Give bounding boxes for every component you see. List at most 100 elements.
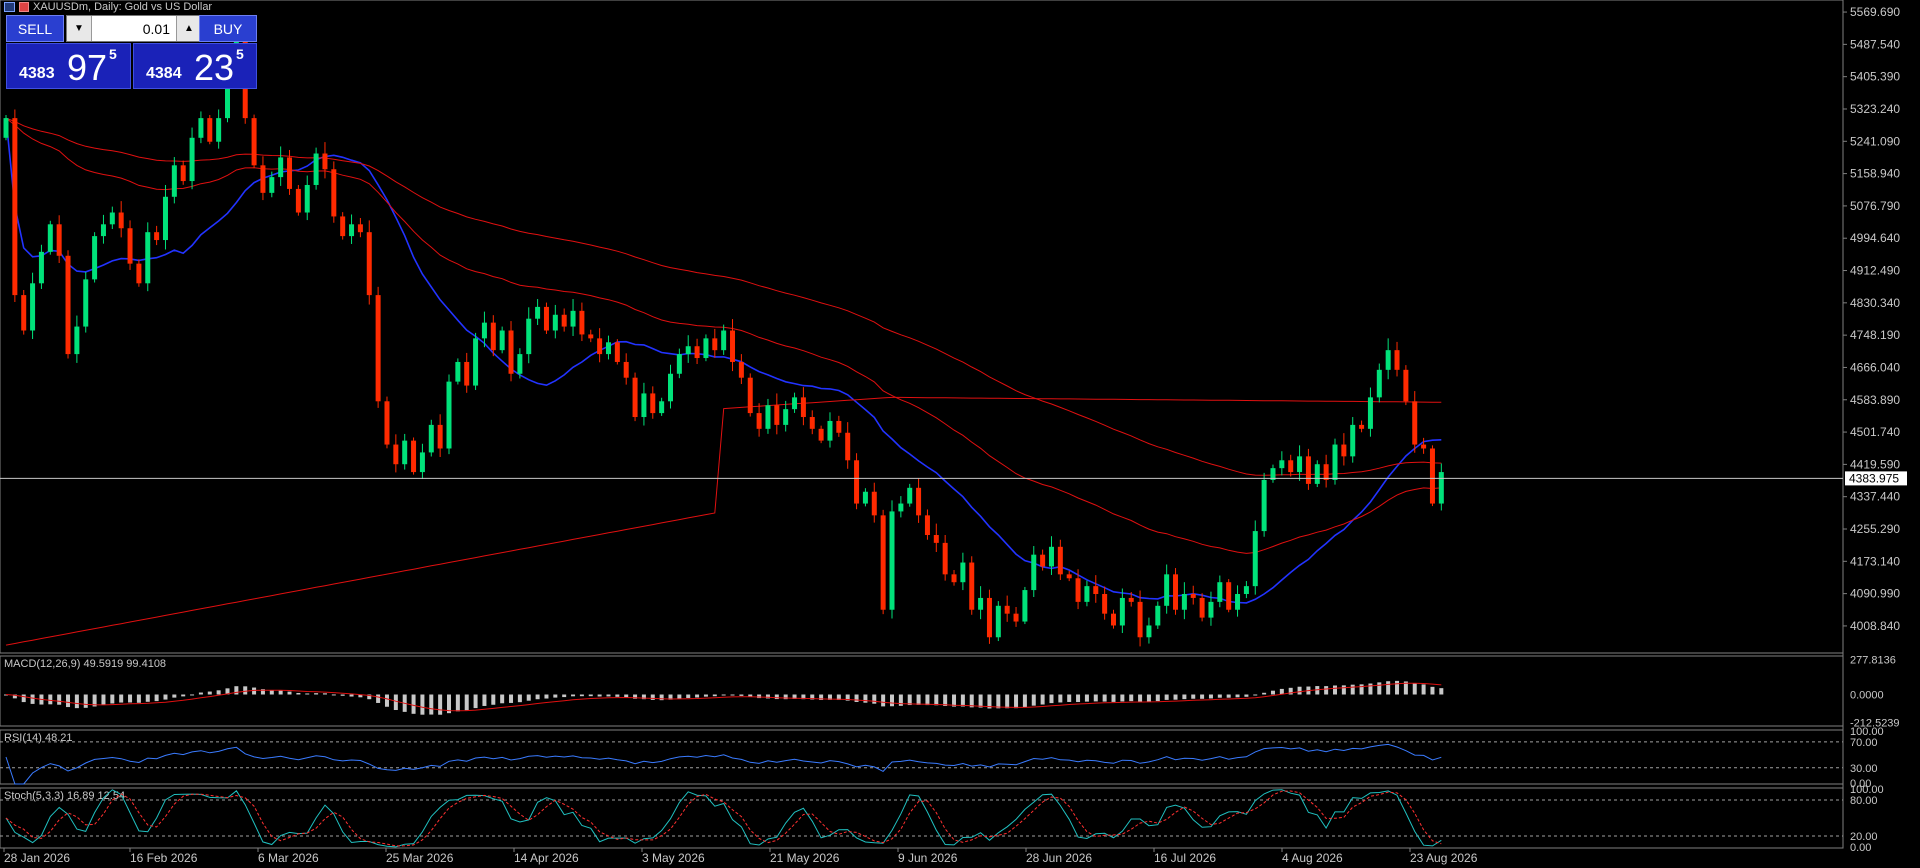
price-tick-label: 4994.640 — [1850, 231, 1900, 245]
macd-bar — [1288, 687, 1293, 695]
macd-bar — [314, 693, 319, 695]
indicator-level-label: 0.00 — [1850, 778, 1871, 790]
macd-bar — [376, 694, 381, 703]
macd-bar — [819, 694, 824, 701]
candle-body — [1111, 613, 1116, 626]
candle-body — [1421, 444, 1427, 449]
candle-body — [464, 361, 470, 386]
macd-bar — [358, 694, 363, 698]
date-tick-label: 6 Mar 2026 — [258, 851, 319, 865]
macd-bar — [845, 694, 850, 701]
volume-up-icon[interactable]: ▲ — [176, 16, 201, 41]
indicator-level-label: 100.00 — [1850, 784, 1884, 796]
candle-body — [1385, 350, 1391, 370]
date-tick-label: 28 Jun 2026 — [1026, 851, 1092, 865]
date-axis: 28 Jan 2026 16 Feb 2026 6 Mar 2026 25 Mar 2… — [3, 848, 1478, 865]
macd-bar — [553, 694, 558, 698]
candle-body — [1288, 460, 1294, 473]
macd-bar — [1191, 694, 1196, 699]
indicator-label: RSI(14) 48.21 — [4, 732, 72, 744]
candle-body — [632, 377, 638, 418]
macd-bar — [101, 694, 106, 706]
buy-button[interactable]: BUY — [199, 15, 257, 42]
macd-bar — [1120, 694, 1125, 702]
volume-down-icon[interactable]: ▼ — [67, 16, 92, 41]
buy-price[interactable]: 4384 23 5 — [133, 43, 257, 89]
candle-body — [154, 232, 160, 241]
volume-stepper[interactable]: ▼ 0.01 ▲ — [66, 15, 202, 42]
date-tick-label: 3 May 2026 — [642, 851, 705, 865]
sell-price[interactable]: 4383 97 5 — [6, 43, 131, 89]
candle-body — [1190, 594, 1196, 598]
macd-bar — [1421, 684, 1426, 695]
candle-body — [56, 224, 62, 256]
candle-body — [721, 330, 727, 351]
candle-body — [1243, 586, 1249, 595]
candle-body — [1323, 464, 1329, 480]
macd-bar — [1235, 694, 1240, 698]
macd-bar — [278, 690, 283, 695]
price-tick-label: 5158.940 — [1850, 167, 1900, 181]
indicator-level-label: 0.00 — [1850, 842, 1871, 854]
indicator-level-label: 80.00 — [1850, 795, 1878, 807]
candle-body — [685, 346, 691, 355]
price-tick-label: 4748.190 — [1850, 328, 1900, 342]
candle-body — [1438, 472, 1444, 504]
macd-bar — [757, 694, 762, 699]
moving-averages — [5, 117, 1442, 646]
candle-body — [818, 428, 824, 441]
candle-body — [180, 165, 186, 182]
candle-body — [1226, 582, 1232, 610]
ma-20-line — [5, 118, 1442, 604]
price-tick-label: 4419.590 — [1850, 457, 1900, 471]
candle-body — [827, 420, 833, 441]
candle-body — [960, 562, 966, 583]
macd-bar — [1403, 681, 1408, 695]
candle-body — [712, 338, 718, 351]
candle-body — [1261, 479, 1267, 532]
candle-body — [916, 487, 922, 516]
macd-bar — [863, 694, 868, 703]
macd-bar — [411, 694, 416, 714]
candle-body — [845, 432, 851, 461]
price-tick-label: 5569.690 — [1850, 5, 1900, 19]
macd-bar — [872, 694, 877, 704]
candle-body — [907, 487, 913, 504]
macd-bar — [128, 694, 133, 703]
macd-bar — [252, 687, 257, 695]
candle-body — [499, 330, 505, 351]
candle-body — [880, 515, 886, 610]
sell-button[interactable]: SELL — [6, 15, 64, 42]
ma-100-line — [5, 117, 1442, 476]
macd-bar — [774, 694, 779, 700]
candle-body — [127, 228, 133, 264]
macd-bar — [57, 694, 62, 705]
candle-body — [730, 330, 736, 362]
macd-bar — [650, 694, 655, 700]
macd-bar — [1270, 690, 1275, 695]
candle-body — [295, 188, 301, 213]
macd-bar — [136, 694, 141, 703]
candle-body — [1403, 369, 1409, 402]
price-tick-label: 5323.240 — [1850, 102, 1900, 116]
candle-body — [668, 373, 673, 402]
macd-bar — [854, 694, 859, 702]
candle-body — [38, 251, 44, 284]
volume-input[interactable]: 0.01 — [142, 20, 170, 37]
macd-bar — [198, 692, 203, 695]
macd-bar — [1439, 688, 1444, 695]
macd-signal-line — [5, 682, 1442, 712]
candle-body — [331, 169, 337, 217]
macd-bar — [1182, 694, 1187, 700]
macd-bar — [792, 694, 797, 699]
candle-body — [623, 361, 629, 378]
candle-body — [535, 306, 541, 319]
candle-body — [641, 393, 647, 418]
macd-bar — [1164, 694, 1169, 700]
macd-bar — [1146, 694, 1151, 702]
indicator-panel-frame — [0, 787, 1844, 849]
macd-bar — [695, 694, 700, 698]
candle-body — [1217, 582, 1223, 602]
candle-body — [1155, 605, 1161, 626]
